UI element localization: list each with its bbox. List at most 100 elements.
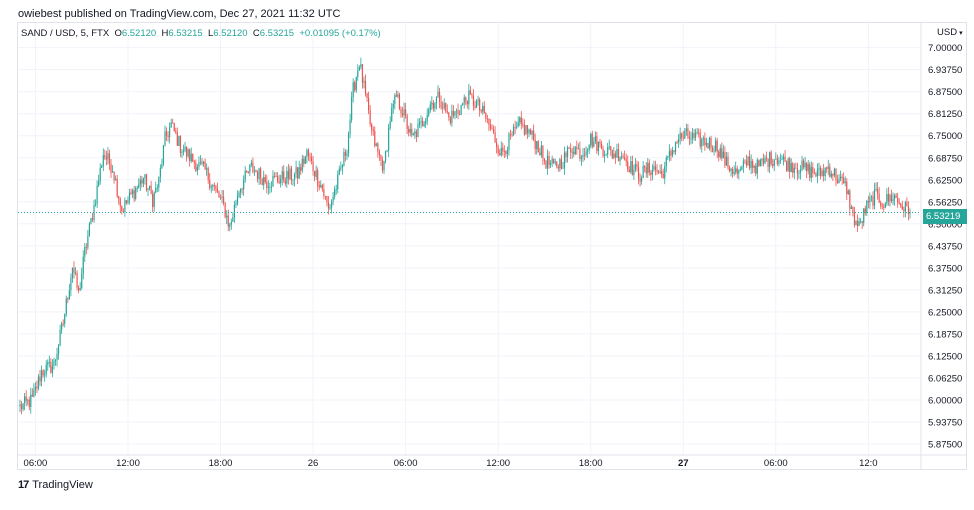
candle-body — [91, 218, 94, 220]
candle-body — [863, 208, 865, 223]
candle-body — [745, 160, 748, 166]
candle-body — [556, 161, 558, 167]
footer-brand[interactable]: TradingView — [32, 479, 93, 491]
candle-body — [249, 164, 251, 173]
candle-body — [512, 127, 515, 136]
candle-body — [135, 188, 137, 199]
candle-body — [886, 194, 888, 204]
x-tick-label: 06:00 — [24, 458, 48, 469]
candle-body — [347, 133, 350, 154]
candle-body — [603, 154, 606, 156]
candle-body — [563, 152, 566, 168]
candle-body — [742, 160, 745, 167]
candle-body — [260, 168, 262, 179]
current-price-tag: 6.53219 — [923, 209, 967, 224]
candle-body — [614, 153, 616, 158]
candle-body — [415, 131, 418, 137]
candle-body — [818, 167, 820, 170]
candle-body — [637, 167, 640, 179]
candle-body — [488, 118, 490, 125]
candle-body — [765, 157, 768, 160]
candle-body — [190, 153, 192, 162]
candle-body — [847, 190, 849, 195]
candle-body — [472, 95, 475, 106]
candle-body — [423, 123, 425, 126]
x-tick-label: 27 — [678, 458, 689, 469]
y-tick-label: 6.87500 — [928, 87, 962, 98]
candle-body — [639, 178, 641, 182]
candle-body — [383, 160, 385, 171]
candle-body — [786, 161, 788, 171]
candle-body — [318, 185, 320, 188]
candle-body — [187, 149, 189, 157]
candle-body — [111, 171, 114, 173]
tradingview-logo-icon[interactable]: 17 — [18, 479, 29, 491]
candle-body — [559, 159, 561, 169]
candle-body — [627, 161, 629, 170]
candle-body — [304, 156, 306, 164]
candle-body — [718, 151, 720, 158]
candle-body — [853, 212, 856, 226]
candle-body — [442, 107, 444, 109]
candle-body — [841, 176, 843, 179]
candle-body — [255, 170, 257, 173]
candle-body — [619, 157, 621, 162]
y-tick-label: 6.56250 — [928, 197, 962, 208]
candle-body — [883, 206, 885, 208]
candle-body — [893, 195, 896, 200]
currency-selector[interactable]: USD ▾ — [937, 27, 963, 38]
candle-body — [789, 158, 791, 172]
candle-body — [113, 171, 115, 181]
candle-body — [860, 221, 862, 222]
candle-body — [405, 109, 407, 116]
candle-body — [182, 150, 185, 153]
y-tick-label: 6.62500 — [928, 175, 962, 186]
candle-body — [827, 166, 829, 169]
candle-body — [570, 148, 572, 153]
candle-body — [454, 111, 456, 116]
candle-body — [321, 185, 323, 190]
candle-body — [816, 169, 819, 177]
candle-body — [890, 194, 893, 202]
candle-body — [790, 163, 792, 172]
candle-body — [823, 170, 825, 176]
candle-body — [363, 80, 365, 83]
candle-body — [849, 190, 851, 209]
candle-body — [283, 171, 285, 181]
candle-body — [502, 147, 504, 152]
candle-body — [705, 142, 707, 146]
candle-body — [838, 178, 840, 184]
candle-body — [452, 110, 455, 116]
candle-body — [585, 151, 587, 156]
candle-body — [215, 186, 217, 189]
candle-body — [829, 166, 831, 177]
candle-body — [736, 168, 738, 174]
candle-body — [471, 94, 473, 96]
candle-body — [699, 132, 701, 147]
candle-body — [76, 272, 78, 288]
candle-body — [496, 142, 498, 147]
candle-body — [671, 150, 674, 156]
candle-body — [807, 164, 809, 172]
candle-body — [681, 133, 683, 138]
candle-body — [343, 151, 345, 166]
candle-body — [491, 128, 493, 130]
candle-body — [460, 104, 462, 115]
candle-body — [545, 161, 547, 169]
candle-body — [148, 185, 151, 189]
y-tick-label: 6.93750 — [928, 65, 962, 76]
candle-body — [872, 196, 874, 206]
candle-body — [212, 185, 214, 187]
candle-body — [384, 151, 387, 161]
candle-body — [448, 112, 450, 118]
candle-body — [33, 390, 35, 397]
candle-body — [898, 202, 900, 204]
footer: 17 TradingView — [18, 479, 93, 491]
candle-body — [78, 287, 80, 291]
candle-body — [235, 203, 237, 206]
y-tick-label: 6.50000 — [928, 219, 962, 230]
candle-body — [778, 160, 780, 164]
candle-body — [756, 160, 758, 174]
candle-body — [543, 158, 546, 162]
